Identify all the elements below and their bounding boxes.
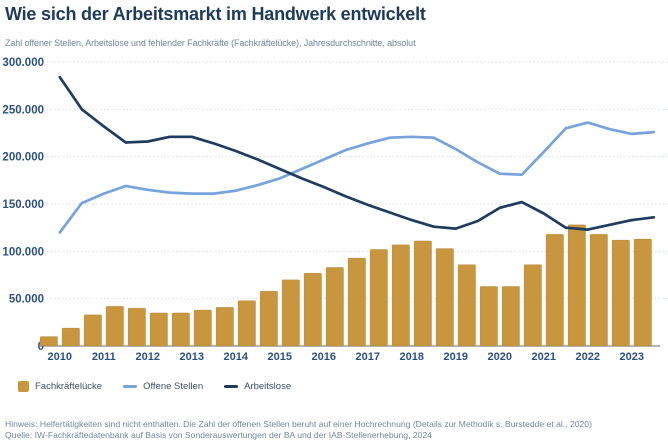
bar-fachkraefteluecke: [215, 306, 234, 347]
bar-fachkraefteluecke: [567, 224, 586, 347]
bar-fachkraefteluecke: [413, 240, 432, 347]
legend-item-offene-stellen: Offene Stellen: [123, 381, 203, 392]
bar-fachkraefteluecke: [171, 312, 190, 347]
y-tick-label: 100.000: [2, 246, 44, 258]
bar-fachkraefteluecke: [611, 239, 630, 347]
bar-fachkraefteluecke: [633, 238, 652, 347]
bar-fachkraefteluecke: [501, 286, 520, 347]
bar-fachkraefteluecke: [61, 327, 80, 347]
x-tick-label: 2017: [356, 351, 380, 363]
y-tick-label: 200.000: [2, 152, 44, 164]
legend-label: Arbeitslose: [244, 381, 292, 392]
y-tick-label: 250.000: [2, 104, 44, 116]
chart-subtitle: Zahl offener Stellen, Arbeitslose und fe…: [5, 38, 416, 48]
footer-source: Quelle: IW-Fachkräftedatenbank auf Basis…: [5, 430, 432, 441]
bar-fachkraefteluecke: [237, 300, 256, 347]
x-tick-label: 2020: [488, 351, 512, 363]
legend-line-swatch: [123, 385, 138, 388]
bar-fachkraefteluecke: [479, 286, 498, 347]
x-tick-label: 2014: [224, 351, 249, 363]
footer-note: Hinweis: Helfertätigkeiten sind nicht en…: [5, 419, 592, 429]
bar-fachkraefteluecke: [391, 244, 410, 347]
legend-item-fachkräftelücke: Fachkräftelücke: [18, 381, 102, 392]
line-arbeitslose: [58, 75, 656, 231]
legend-bar-swatch: [18, 381, 29, 392]
bar-fachkraefteluecke: [545, 234, 564, 347]
y-tick-label: 0: [38, 341, 44, 353]
bar-fachkraefteluecke: [347, 257, 366, 347]
bar-fachkraefteluecke: [457, 264, 476, 347]
legend-item-arbeitslose: Arbeitslose: [224, 381, 291, 392]
bar-fachkraefteluecke: [193, 309, 212, 347]
legend-label: Fachkräftelücke: [35, 381, 103, 392]
bar-fachkraefteluecke: [149, 312, 168, 347]
x-tick-label: 2018: [400, 351, 424, 363]
bar-fachkraefteluecke: [39, 336, 58, 347]
x-tick-label: 2013: [180, 351, 204, 363]
x-tick-label: 2021: [532, 351, 556, 363]
legend-label: Offene Stellen: [143, 381, 204, 392]
bar-fachkraefteluecke: [589, 234, 608, 347]
bar-fachkraefteluecke: [259, 290, 278, 347]
bar-fachkraefteluecke: [83, 314, 102, 347]
line-offene-stellen: [58, 121, 656, 234]
bar-fachkraefteluecke: [303, 272, 322, 347]
x-tick-label: 2023: [620, 351, 644, 363]
bar-fachkraefteluecke: [325, 267, 344, 347]
y-tick-label: 300.000: [2, 57, 44, 69]
x-tick-label: 2012: [136, 351, 160, 363]
x-tick-label: 2011: [92, 351, 116, 363]
x-tick-label: 2010: [48, 351, 72, 363]
footer: Hinweis: Helfertätigkeiten sind nicht en…: [5, 419, 665, 441]
x-tick-label: 2016: [312, 351, 336, 363]
plot-area: 300.000 250.000 200.000 150.000 100.000 50.00…: [2, 57, 668, 363]
bar-fachkraefteluecke: [281, 279, 300, 347]
legend: Fachkräftelücke Offene Stellen Arbeitslose: [18, 381, 291, 392]
bar-fachkraefteluecke: [369, 249, 388, 347]
chart-title: Wie sich der Arbeitsmarkt im Handwerk en…: [5, 4, 426, 24]
x-tick-label: 2022: [576, 351, 600, 363]
bar-fachkraefteluecke: [105, 305, 124, 347]
bar-fachkraefteluecke: [435, 248, 454, 347]
bar-fachkraefteluecke: [127, 307, 146, 347]
x-tick-label: 2019: [444, 351, 468, 363]
bar-fachkraefteluecke: [523, 264, 542, 347]
legend-line-swatch: [224, 385, 239, 388]
x-tick-label: 2015: [268, 351, 292, 363]
y-tick-label: 50.000: [9, 294, 44, 306]
y-tick-label: 150.000: [2, 199, 44, 211]
